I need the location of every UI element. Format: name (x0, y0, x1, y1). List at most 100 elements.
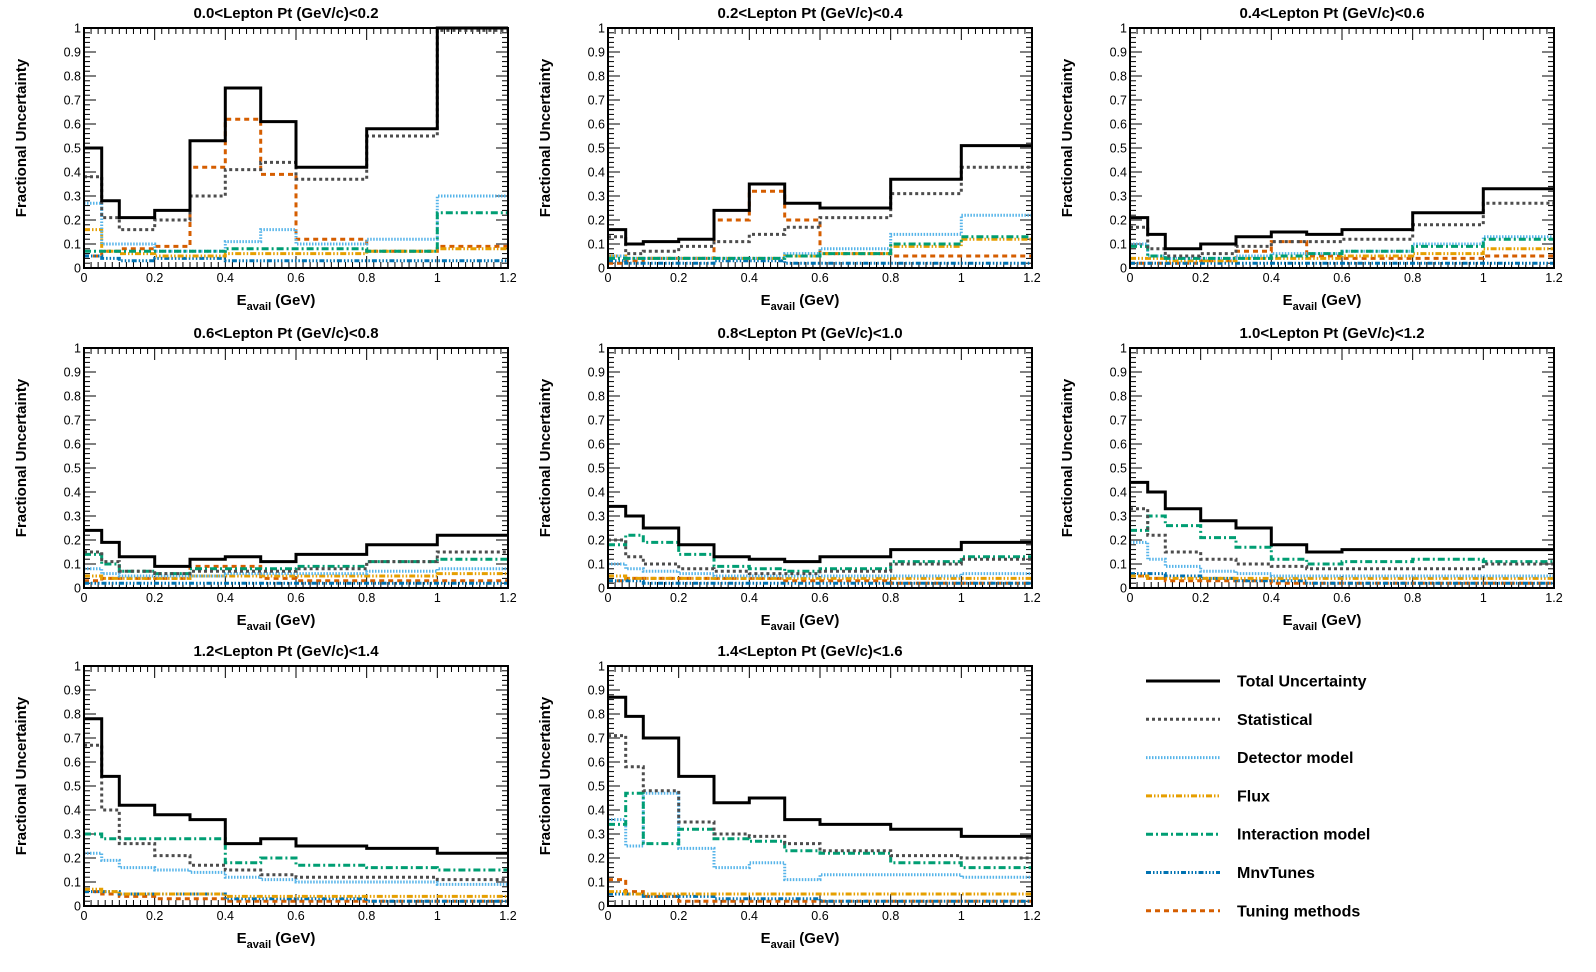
y-tick-label: 0.9 (64, 684, 81, 698)
x-axis-label-sub: avail (771, 939, 795, 951)
x-tick-label: 0.8 (358, 271, 375, 285)
y-tick-label: 0.8 (64, 70, 81, 84)
chart-title: 0.8<Lepton Pt (GeV/c)<1.0 (717, 325, 902, 342)
x-tick-label: 0.2 (146, 271, 163, 285)
x-axis-label-sub: avail (771, 621, 795, 633)
series-flux (608, 574, 1032, 580)
x-tick-label: 0 (81, 909, 88, 923)
y-tick-label: 0.7 (588, 732, 605, 746)
x-axis-label: Eavail (GeV) (761, 292, 840, 313)
y-tick-label: 0.1 (1110, 558, 1127, 572)
series-int (608, 791, 1032, 870)
x-tick-label: 0.6 (287, 909, 304, 923)
y-tick-label: 0.7 (588, 94, 605, 108)
y-tick-label: 1 (74, 342, 81, 356)
series-tun (608, 878, 1032, 903)
x-tick-label: 0 (605, 271, 612, 285)
chart-panel: 0.4<Lepton Pt (GeV/c)<0.6 Fractional Unce… (1059, 5, 1563, 313)
x-tick-label: 1 (958, 271, 965, 285)
chart-title: 0.2<Lepton Pt (GeV/c)<0.4 (717, 5, 903, 22)
panels: 0.0<Lepton Pt (GeV/c)<0.2 Fractional Unce… (13, 5, 1563, 951)
y-tick-label: 0 (598, 262, 605, 276)
y-tick-label: 0.3 (588, 510, 605, 524)
x-tick-label: 0.4 (741, 909, 758, 923)
series-tun (608, 576, 1032, 585)
y-tick-label: 0.5 (588, 462, 605, 476)
x-tick-label: 0.4 (741, 271, 758, 285)
y-tick-label: 0 (74, 582, 81, 596)
x-tick-label: 0.6 (1333, 271, 1350, 285)
plot-frame (607, 27, 1033, 269)
y-tick-label: 0 (74, 262, 81, 276)
y-tick-label: 0.6 (588, 118, 605, 132)
y-tick-label: 0.5 (1110, 462, 1127, 476)
y-tick-label: 0.8 (64, 390, 81, 404)
y-tick-label: 0.7 (64, 732, 81, 746)
y-tick-label: 0.5 (64, 142, 81, 156)
x-tick-label: 1 (1480, 271, 1487, 285)
x-axis-label-main: E (237, 612, 247, 629)
x-tick-label: 0 (605, 591, 612, 605)
series-int (84, 832, 508, 872)
y-axis-label: Fractional Uncertainty (13, 696, 30, 855)
series-mnv (608, 579, 1032, 585)
series-flux (84, 228, 508, 258)
y-tick-label: 0.8 (1110, 70, 1127, 84)
x-tick-label: 1.2 (499, 591, 516, 605)
x-axis-label: Eavail (GeV) (761, 930, 840, 951)
x-tick-label: 0.2 (146, 591, 163, 605)
y-tick-label: 0.9 (588, 684, 605, 698)
series-total (84, 717, 508, 855)
legend-label: Total Uncertainty (1237, 674, 1367, 691)
x-tick-label: 0.4 (1263, 591, 1280, 605)
series-mnv (1130, 572, 1554, 585)
x-tick-label: 1.2 (1023, 271, 1040, 285)
x-tick-label: 0 (81, 271, 88, 285)
legend-label: Flux (1237, 788, 1270, 805)
series-stat (1130, 507, 1554, 571)
series-mnv (608, 892, 1032, 903)
y-tick-label: 0.7 (64, 414, 81, 428)
y-tick-label: 0.8 (588, 390, 605, 404)
x-axis-label-sub: avail (247, 301, 271, 313)
y-tick-label: 0.5 (588, 142, 605, 156)
plot-frame (83, 665, 509, 907)
y-tick-label: 0.1 (64, 238, 81, 252)
x-axis-label-unit: (GeV) (1317, 612, 1361, 629)
x-tick-label: 0.4 (217, 909, 234, 923)
y-tick-label: 0.2 (64, 534, 81, 548)
x-tick-label: 1.2 (1023, 591, 1040, 605)
y-tick-label: 0.4 (588, 486, 605, 500)
x-axis-label-main: E (1283, 292, 1293, 309)
x-tick-label: 0.2 (670, 909, 687, 923)
x-axis-label-sub: avail (771, 301, 795, 313)
y-tick-label: 0.3 (64, 828, 81, 842)
x-tick-label: 1.2 (499, 909, 516, 923)
series-int (608, 235, 1032, 260)
x-tick-label: 1.2 (499, 271, 516, 285)
y-tick-label: 0.3 (1110, 190, 1127, 204)
x-axis-label-unit: (GeV) (795, 612, 839, 629)
y-tick-label: 0 (598, 582, 605, 596)
series-det (84, 851, 508, 886)
legend: Total Uncertainty Statistical Detector mod… (1146, 674, 1370, 920)
y-tick-label: 0 (1120, 582, 1127, 596)
y-tick-label: 0.5 (64, 780, 81, 794)
x-axis-label-main: E (761, 612, 771, 629)
y-tick-label: 0 (598, 900, 605, 914)
series-tun (1130, 240, 1554, 265)
chart-panel: 1.0<Lepton Pt (GeV/c)<1.2 Fractional Unce… (1059, 325, 1563, 633)
x-tick-label: 0.6 (811, 591, 828, 605)
y-tick-label: 0.8 (1110, 390, 1127, 404)
y-tick-label: 1 (1120, 342, 1127, 356)
x-tick-label: 1 (958, 909, 965, 923)
series-det (84, 194, 508, 253)
x-tick-label: 0.8 (882, 591, 899, 605)
y-axis-label: Fractional Uncertainty (537, 696, 554, 855)
y-tick-label: 1 (74, 660, 81, 674)
x-tick-label: 0.2 (670, 271, 687, 285)
plot-frame (1129, 27, 1555, 269)
x-tick-label: 0 (605, 909, 612, 923)
y-axis-label: Fractional Uncertainty (13, 378, 30, 537)
y-tick-label: 0.6 (588, 438, 605, 452)
